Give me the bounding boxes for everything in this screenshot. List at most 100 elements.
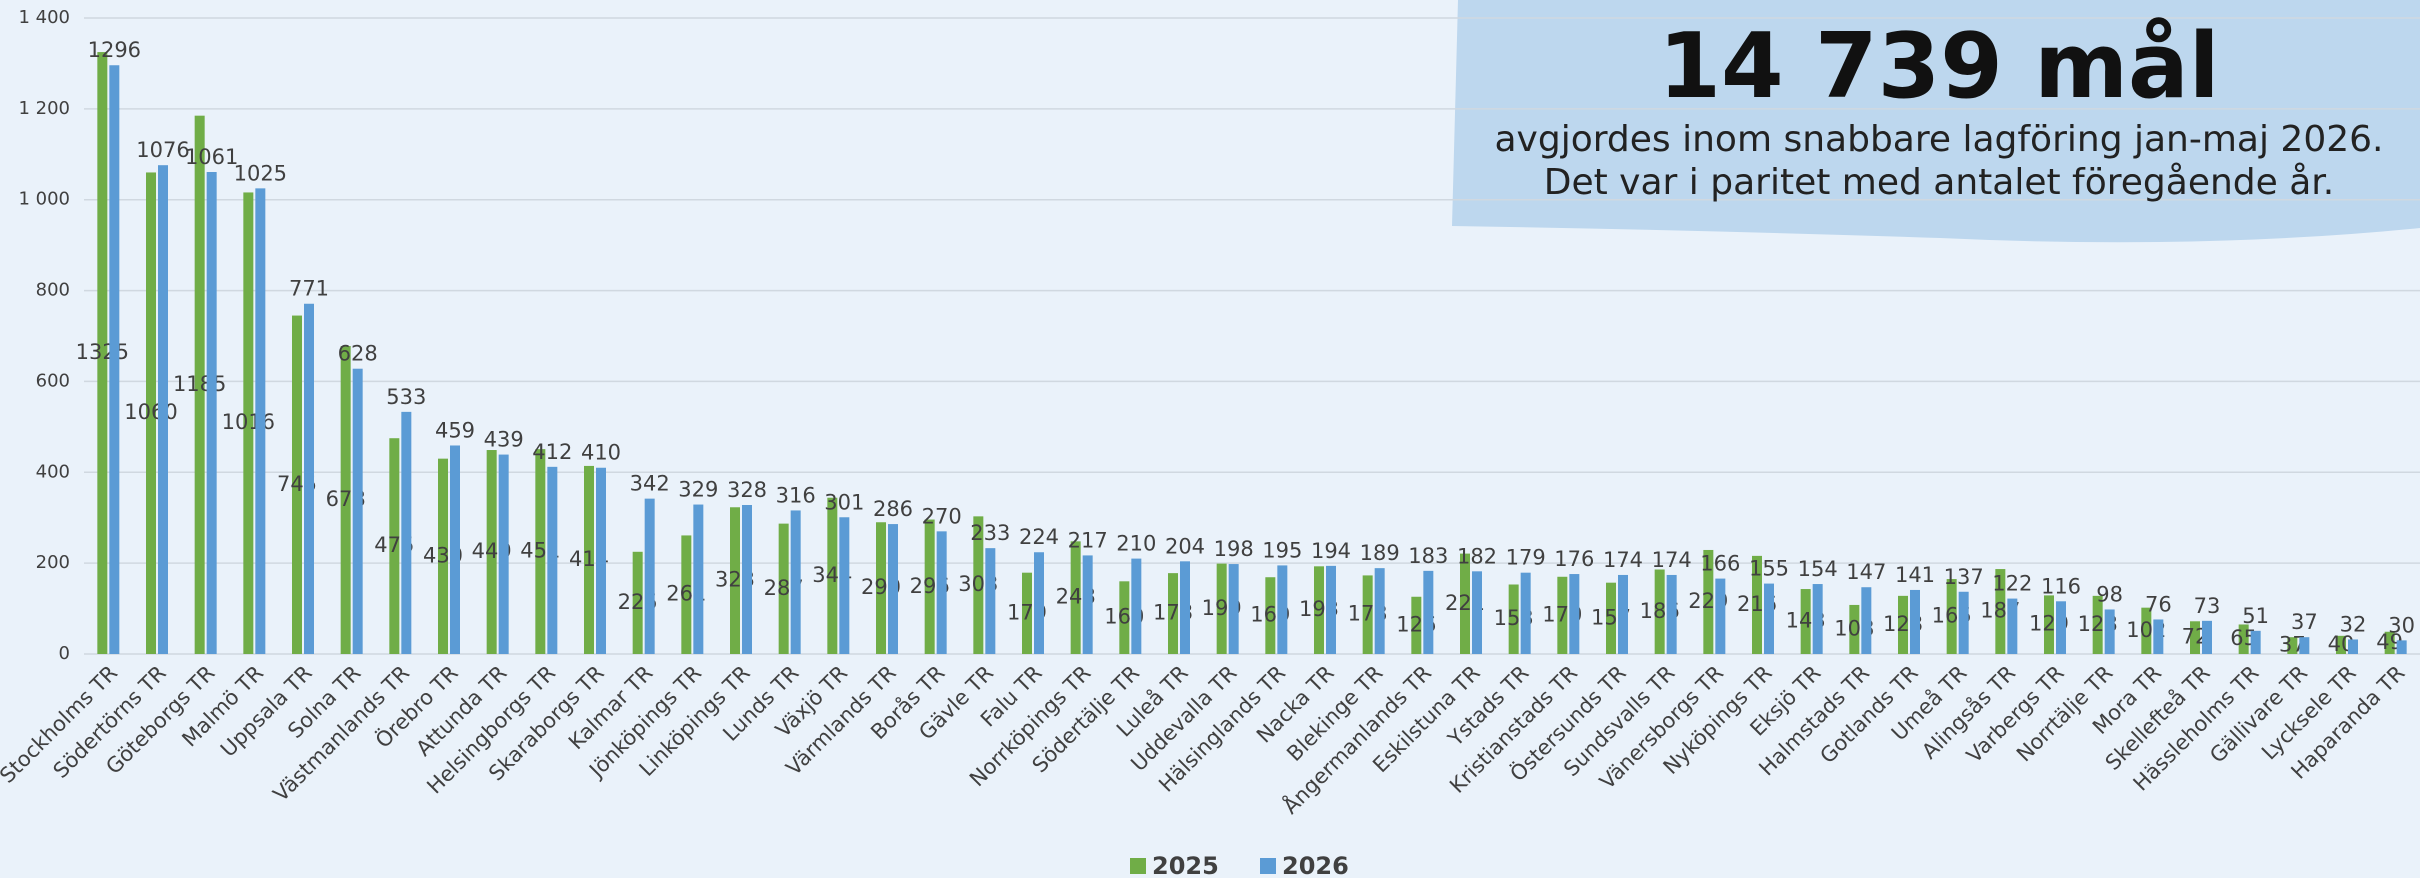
bar: [1618, 574, 1628, 654]
callout-text: avgjordes inom snabbare lagföring jan-ma…: [1494, 119, 2384, 204]
value-label: 37: [2291, 610, 2318, 634]
bar: [304, 303, 314, 654]
bar: [1180, 561, 1190, 654]
bar: [693, 504, 704, 654]
value-label: 410: [581, 441, 621, 465]
value-label: 194: [1311, 539, 1351, 563]
bar: [681, 535, 692, 654]
bar: [2250, 630, 2261, 654]
bar: [1898, 595, 1908, 654]
bar: [742, 504, 752, 654]
value-label: 439: [484, 428, 524, 452]
value-label: 1060: [124, 400, 177, 424]
bar: [1131, 558, 1142, 654]
bar: [1508, 584, 1519, 654]
y-tick-label: 0: [59, 643, 70, 664]
bar: [486, 450, 497, 654]
bar: [1946, 579, 1957, 654]
bar: [1022, 572, 1032, 654]
bar: [1764, 583, 1774, 654]
y-tick-label: 1 400: [18, 7, 70, 28]
bar: [2007, 598, 2018, 654]
bar: [498, 454, 509, 654]
bar: [438, 458, 448, 654]
bar: [2092, 595, 2103, 654]
bar: [584, 465, 594, 654]
bar: [255, 188, 266, 654]
bar: [206, 172, 217, 654]
bar: [1666, 574, 1677, 654]
bar: [1812, 584, 1823, 654]
bar: [292, 315, 302, 654]
value-label: 771: [289, 277, 329, 301]
value-label: 412: [532, 440, 572, 464]
bar: [97, 52, 108, 655]
value-label: 270: [922, 504, 962, 528]
bar: [109, 65, 120, 654]
bar: [1715, 578, 1726, 654]
bar: [352, 368, 363, 654]
value-label: 166: [1700, 552, 1740, 576]
bar: [1362, 575, 1373, 654]
bar: [1070, 541, 1081, 654]
value-label: 459: [435, 418, 475, 442]
bar: [1216, 563, 1227, 654]
bar: [1654, 569, 1665, 654]
value-label: 301: [824, 490, 864, 514]
bar: [985, 548, 996, 654]
value-label: 182: [1457, 544, 1497, 568]
bar: [547, 466, 558, 654]
value-label: 1296: [88, 38, 141, 62]
value-label: 224: [1019, 525, 1059, 549]
legend-label: 2025: [1152, 852, 1219, 878]
value-label: 174: [1652, 548, 1692, 572]
bar: [1606, 582, 1616, 654]
value-label: 1025: [234, 161, 287, 185]
bar: [2190, 621, 2200, 654]
value-label: 210: [1116, 532, 1156, 556]
value-label: 32: [2340, 612, 2367, 636]
bar: [243, 192, 254, 654]
bar: [2348, 639, 2358, 654]
bar: [888, 524, 898, 654]
bar: [450, 445, 460, 654]
value-label: 189: [1360, 541, 1400, 565]
value-label: 329: [678, 478, 718, 502]
legend: 2025 2026: [1130, 852, 1349, 878]
bar: [876, 522, 886, 654]
bar: [1265, 577, 1276, 654]
callout-box: [1452, 0, 2420, 243]
value-label: 154: [1798, 557, 1838, 581]
bar: [1326, 565, 1336, 654]
bar: [1849, 604, 1860, 654]
y-tick-label: 1 000: [18, 189, 70, 210]
callout: 14 739 mål avgjordes inom snabbare lagfö…: [1458, 0, 2420, 228]
legend-label: 2026: [1282, 852, 1349, 878]
value-label: 147: [1846, 560, 1886, 584]
value-label: 328: [727, 478, 767, 502]
value-label: 533: [386, 385, 426, 409]
value-label: 1325: [76, 340, 129, 364]
bar: [1520, 572, 1531, 654]
y-tick-label: 600: [36, 370, 70, 391]
bar: [146, 172, 156, 654]
bar: [2384, 631, 2395, 654]
y-tick-label: 200: [36, 552, 70, 573]
bar: [158, 165, 168, 654]
value-label: 233: [970, 521, 1010, 545]
bar: [2056, 601, 2066, 654]
bar: [2299, 637, 2310, 654]
bar: [1119, 581, 1130, 654]
bar: [632, 551, 643, 654]
bar: [1034, 552, 1044, 654]
bar: [1472, 571, 1482, 654]
value-label: 73: [2194, 594, 2221, 618]
bar: [2104, 609, 2115, 654]
bar: [1958, 591, 1969, 654]
bar: [1557, 576, 1568, 654]
value-label: 286: [873, 497, 913, 521]
bar: [1411, 596, 1422, 654]
value-label: 137: [1944, 565, 1984, 589]
bar: [1752, 555, 1762, 654]
